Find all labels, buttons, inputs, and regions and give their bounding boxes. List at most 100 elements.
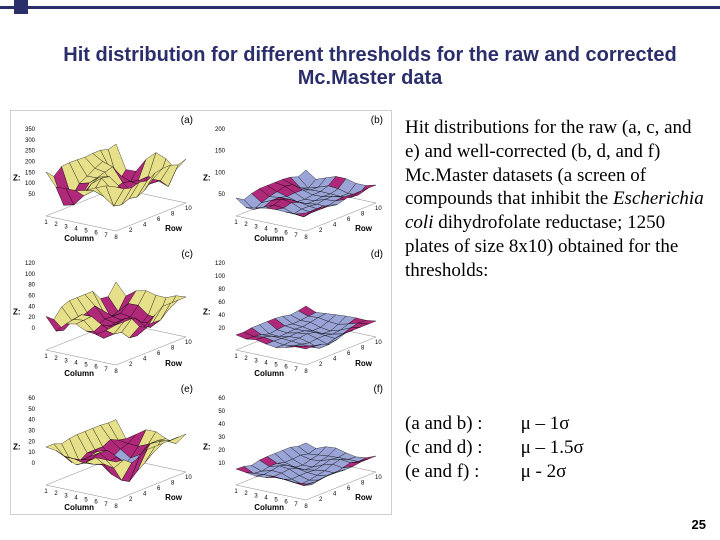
svg-text:30: 30 [218, 435, 225, 441]
svg-text:8: 8 [304, 369, 308, 375]
svg-text:10: 10 [28, 450, 35, 456]
svg-text:4: 4 [264, 495, 268, 501]
z-axis-label: Z: [13, 308, 21, 317]
svg-text:60: 60 [28, 294, 35, 300]
plot-d: (d) 1201008060402012345678246810 Z: Colu… [201, 245, 391, 379]
svg-text:80: 80 [28, 283, 35, 289]
svg-text:10: 10 [375, 474, 382, 480]
svg-text:3: 3 [254, 359, 258, 365]
svg-text:6: 6 [347, 486, 351, 492]
svg-text:8: 8 [171, 211, 175, 217]
svg-text:2: 2 [54, 491, 58, 497]
svg-text:300: 300 [25, 138, 36, 144]
svg-text:20: 20 [28, 315, 35, 321]
svg-text:3: 3 [64, 493, 68, 499]
plot-a: (a) 3503002502001501005012345678246810 Z… [11, 111, 201, 245]
svg-text:4: 4 [333, 357, 337, 363]
svg-text:2: 2 [54, 222, 58, 228]
svg-text:4: 4 [333, 491, 337, 497]
svg-text:100: 100 [215, 274, 226, 280]
svg-text:2: 2 [319, 228, 323, 234]
svg-text:7: 7 [294, 367, 298, 373]
svg-text:40: 40 [28, 417, 35, 423]
svg-text:40: 40 [218, 313, 225, 319]
svg-text:8: 8 [171, 346, 175, 352]
svg-text:6: 6 [94, 365, 98, 371]
svg-text:8: 8 [114, 504, 118, 510]
description-paragraph: Hit distributions for the raw (a, c, and… [405, 116, 705, 282]
svg-text:4: 4 [264, 226, 268, 232]
svg-text:3: 3 [64, 224, 68, 230]
svg-text:6: 6 [94, 231, 98, 237]
row-axis-label: Row [355, 359, 372, 368]
svg-text:200: 200 [25, 160, 36, 166]
svg-text:250: 250 [25, 149, 36, 155]
svg-text:50: 50 [28, 192, 35, 198]
svg-text:7: 7 [104, 367, 108, 373]
svg-text:2: 2 [244, 222, 248, 228]
column-axis-label: Column [254, 369, 284, 378]
svg-text:2: 2 [319, 497, 323, 503]
svg-text:120: 120 [215, 261, 226, 267]
threshold-formula: μ – 1.5σ [491, 436, 592, 460]
svg-text:3: 3 [254, 493, 258, 499]
svg-text:6: 6 [94, 499, 98, 505]
row-axis-label: Row [165, 359, 182, 368]
plot-e: (e) 605040302010012345678246810 Z: Colum… [11, 380, 201, 514]
threshold-label: (e and f) : [405, 460, 491, 484]
svg-text:6: 6 [284, 365, 288, 371]
svg-text:8: 8 [361, 346, 365, 352]
header-rule [0, 6, 720, 9]
column-axis-label: Column [64, 369, 94, 378]
svg-text:80: 80 [218, 287, 225, 293]
column-axis-label: Column [254, 503, 284, 512]
threshold-row: (e and f) : μ - 2σ [405, 460, 592, 484]
threshold-label: (c and d) : [405, 436, 491, 460]
svg-text:4: 4 [143, 223, 147, 229]
threshold-list: (a and b) : μ – 1σ (c and d) : μ – 1.5σ … [405, 412, 705, 483]
z-axis-label: Z: [203, 308, 211, 317]
page-title: Hit distribution for different threshold… [40, 44, 700, 90]
z-axis-label: Z: [203, 442, 211, 451]
svg-text:40: 40 [218, 422, 225, 428]
svg-text:1: 1 [44, 489, 48, 495]
svg-text:10: 10 [185, 474, 192, 480]
svg-text:6: 6 [157, 486, 161, 492]
svg-text:7: 7 [294, 502, 298, 508]
svg-text:50: 50 [28, 406, 35, 412]
svg-text:1: 1 [44, 354, 48, 360]
svg-text:60: 60 [28, 396, 35, 402]
plot-c: (c) 12010080604020012345678246810 Z: Col… [11, 245, 201, 379]
svg-text:10: 10 [218, 461, 225, 467]
svg-text:6: 6 [157, 351, 161, 357]
page-number: 25 [692, 517, 706, 532]
column-axis-label: Column [64, 234, 94, 243]
svg-text:7: 7 [294, 233, 298, 239]
svg-text:3: 3 [254, 224, 258, 230]
svg-text:1: 1 [234, 489, 238, 495]
svg-text:40: 40 [28, 305, 35, 311]
row-axis-label: Row [355, 224, 372, 233]
svg-text:20: 20 [218, 326, 225, 332]
threshold-formula: μ - 2σ [491, 460, 592, 484]
svg-text:60: 60 [218, 300, 225, 306]
svg-text:8: 8 [304, 235, 308, 241]
threshold-formula: μ – 1σ [491, 412, 592, 436]
svg-text:2: 2 [244, 491, 248, 497]
column-axis-label: Column [64, 503, 94, 512]
svg-text:6: 6 [347, 217, 351, 223]
svg-text:4: 4 [143, 357, 147, 363]
column-axis-label: Column [254, 234, 284, 243]
svg-text:4: 4 [74, 361, 78, 367]
svg-text:100: 100 [25, 181, 36, 187]
svg-text:10: 10 [375, 206, 382, 212]
plot-f: (f) 60504030201012345678246810 Z: Column… [201, 380, 391, 514]
svg-text:1: 1 [234, 220, 238, 226]
svg-text:4: 4 [74, 495, 78, 501]
z-axis-label: Z: [13, 442, 21, 451]
svg-text:1: 1 [234, 354, 238, 360]
svg-text:7: 7 [104, 502, 108, 508]
svg-text:120: 120 [25, 261, 36, 267]
svg-text:6: 6 [157, 217, 161, 223]
svg-text:10: 10 [185, 206, 192, 212]
